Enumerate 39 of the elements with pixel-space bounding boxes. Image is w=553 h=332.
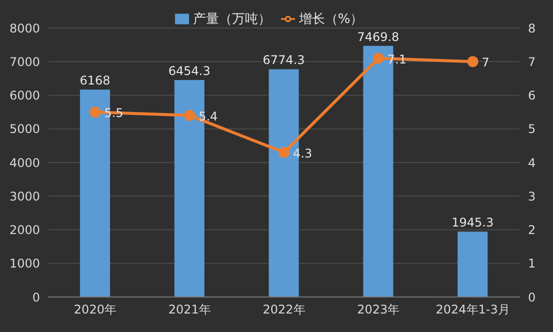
y2-tick-label: 6 — [528, 88, 536, 103]
y2-tick-label: 8 — [528, 21, 536, 36]
data-label: 6168 — [80, 74, 110, 88]
legend-label: 产量（万吨） — [192, 12, 271, 27]
y-tick-label: 6000 — [9, 88, 40, 103]
data-label: 7.1 — [387, 52, 406, 66]
y2-tick-label: 5 — [528, 122, 536, 136]
y-tick-label: 2000 — [9, 223, 40, 238]
y2-tick-label: 1 — [528, 256, 536, 271]
point — [90, 106, 101, 118]
x-tick-label: 2023年 — [357, 302, 400, 317]
data-label: 7 — [482, 56, 490, 70]
y2-tick-label: 4 — [528, 156, 536, 170]
x-tick-label: 2022年 — [262, 302, 306, 317]
y2-tick-label: 0 — [528, 290, 536, 304]
y-tick-label: 0 — [32, 290, 40, 304]
y-tick-label: 7000 — [9, 54, 40, 69]
bar — [458, 232, 488, 297]
data-label: 6454.3 — [168, 64, 210, 78]
y2-tick-label: 2 — [528, 223, 536, 238]
y2-tick-label: 3 — [528, 189, 536, 204]
x-tick-label: 2020年 — [74, 302, 116, 317]
y-tick-label: 1000 — [9, 256, 40, 271]
data-label: 7469.8 — [357, 30, 400, 44]
x-tick-label: 2021年 — [168, 302, 211, 317]
point — [184, 110, 196, 121]
point — [467, 56, 478, 68]
data-label: 5.5 — [104, 106, 124, 120]
x-tick-label: 2024年1-3月 — [436, 302, 510, 317]
point — [278, 146, 290, 158]
data-label: 1945.3 — [452, 216, 494, 230]
data-label: 6774.3 — [262, 53, 305, 68]
point — [372, 52, 384, 64]
legend-label: 增长（%） — [298, 12, 364, 27]
y-tick-label: 3000 — [9, 189, 40, 204]
y2-tick-label: 7 — [528, 54, 536, 69]
y-tick-label: 8000 — [9, 21, 40, 36]
y-tick-label: 4000 — [9, 156, 40, 170]
y-tick-label: 5000 — [9, 122, 40, 136]
